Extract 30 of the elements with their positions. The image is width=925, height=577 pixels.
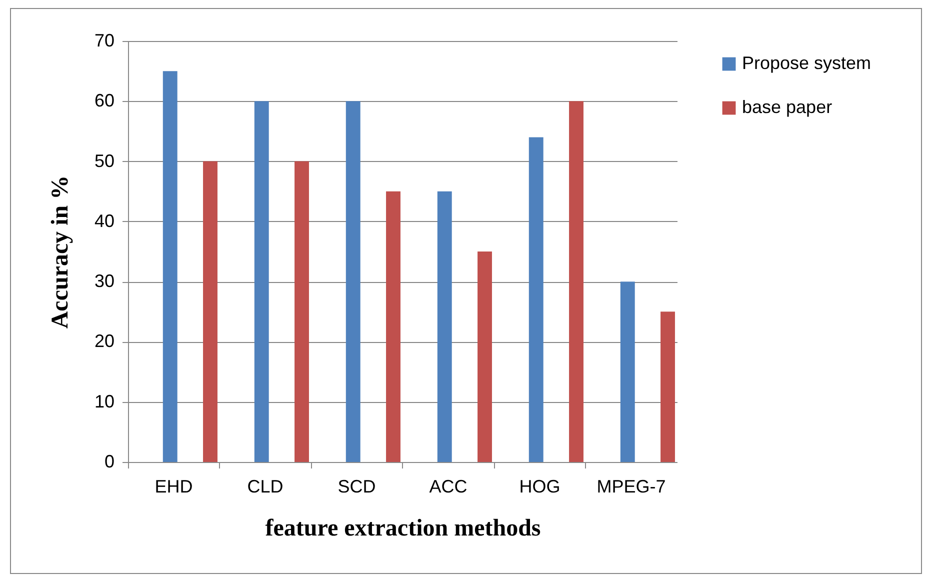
x-tick-label: ACC [429, 476, 468, 496]
bar [478, 252, 492, 462]
y-tick-label: 20 [94, 331, 114, 352]
x-tick-label: SCD [338, 476, 376, 496]
bar [346, 101, 360, 462]
bar [294, 161, 309, 462]
legend-label: Propose system [742, 53, 872, 73]
bar [254, 101, 269, 462]
bar [162, 71, 178, 462]
x-tick-label: CLD [247, 476, 284, 496]
y-tick-label: 30 [94, 271, 114, 292]
bar [528, 137, 544, 462]
bar [620, 282, 635, 462]
bar [660, 312, 675, 462]
y-tick-label: 70 [94, 30, 114, 50]
x-tick-label: EHD [154, 476, 193, 496]
y-tick-label: 0 [104, 452, 114, 472]
y-tick-label: 60 [94, 90, 114, 111]
bar [203, 161, 218, 462]
y-tick-label: 50 [94, 150, 114, 171]
x-tick-label: MPEG-7 [596, 476, 666, 496]
y-axis-title: Accuracy in % [47, 175, 74, 329]
bar [386, 191, 400, 462]
y-tick-label: 10 [94, 391, 114, 412]
x-tick-label: HOG [519, 476, 560, 496]
bar [569, 101, 584, 462]
bar [437, 191, 452, 462]
y-tick-label: 40 [94, 210, 114, 231]
x-axis-title: feature extraction methods [265, 516, 541, 542]
legend-label: base paper [742, 97, 832, 117]
